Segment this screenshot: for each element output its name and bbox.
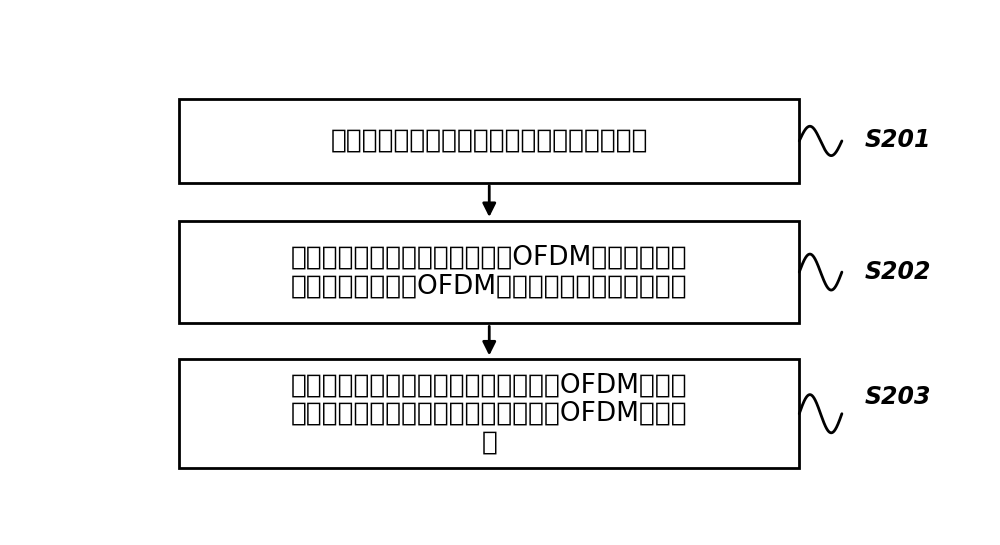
Text: S202: S202 [865,260,932,284]
Text: 域信息，确定第一OFDM基带信号对应的相位偏移量: 域信息，确定第一OFDM基带信号对应的相位偏移量 [291,274,688,299]
Text: 号: 号 [481,429,497,455]
Text: 发送端设备根据该相位偏移量以及第一OFDM符号上: 发送端设备根据该相位偏移量以及第一OFDM符号上 [291,372,688,398]
FancyBboxPatch shape [179,221,799,324]
FancyBboxPatch shape [179,99,799,183]
Text: S201: S201 [865,128,932,152]
FancyBboxPatch shape [179,359,799,468]
Text: 承载的资源粒子的数据符号，生成第一OFDM基带信: 承载的资源粒子的数据符号，生成第一OFDM基带信 [291,401,688,427]
Text: 发送端设备根据该差值以及第一OFDM符号对应的时: 发送端设备根据该差值以及第一OFDM符号对应的时 [291,245,688,271]
Text: S203: S203 [865,385,932,409]
Text: 发送端设备获取第一频率与第二频率间的差值: 发送端设备获取第一频率与第二频率间的差值 [330,128,648,154]
